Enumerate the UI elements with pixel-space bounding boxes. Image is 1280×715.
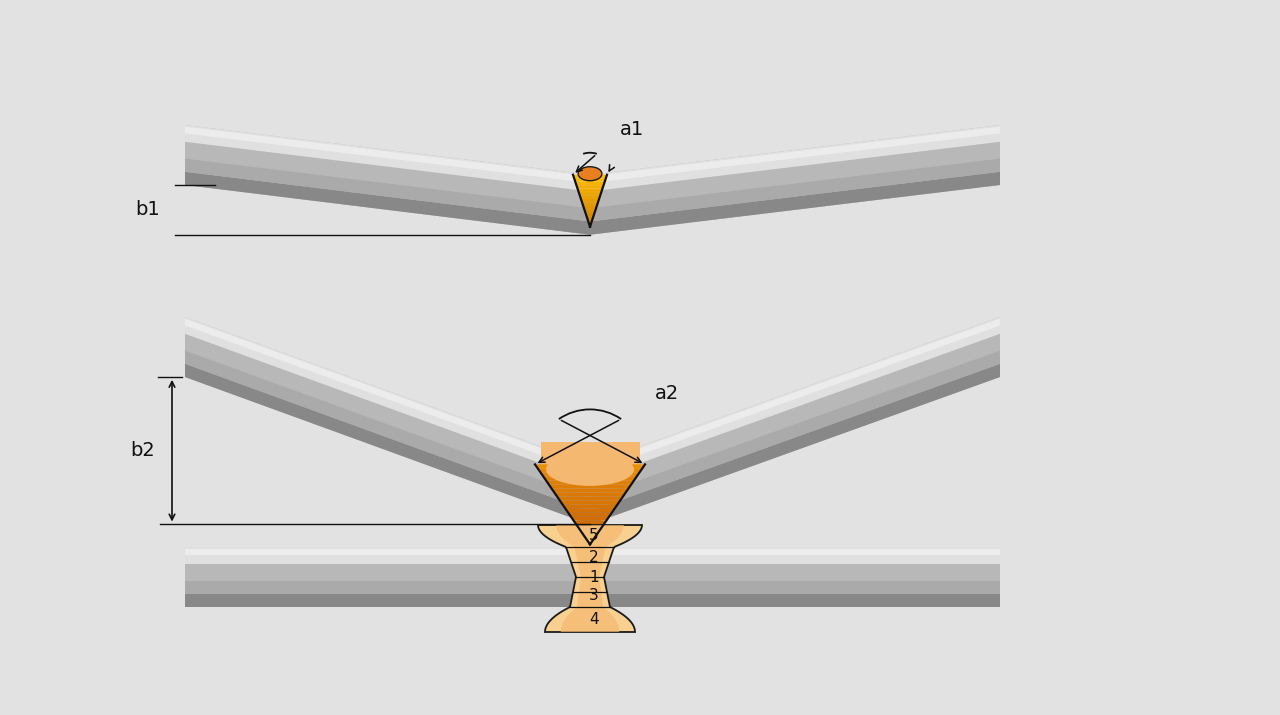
- Text: a2: a2: [655, 385, 680, 403]
- Polygon shape: [186, 581, 1000, 593]
- Polygon shape: [590, 317, 1000, 481]
- Text: b1: b1: [136, 200, 160, 220]
- Polygon shape: [186, 547, 1000, 607]
- Polygon shape: [590, 319, 1000, 473]
- Polygon shape: [590, 350, 1000, 511]
- Text: 2: 2: [589, 550, 599, 565]
- Polygon shape: [186, 125, 590, 192]
- Polygon shape: [585, 213, 594, 217]
- Polygon shape: [588, 541, 593, 544]
- Polygon shape: [186, 127, 590, 183]
- Text: a1: a1: [620, 119, 644, 139]
- Polygon shape: [186, 593, 1000, 607]
- Polygon shape: [581, 533, 598, 536]
- Polygon shape: [540, 443, 640, 470]
- Polygon shape: [186, 172, 590, 235]
- Polygon shape: [186, 125, 590, 235]
- Polygon shape: [575, 178, 605, 182]
- Polygon shape: [590, 125, 1000, 192]
- Polygon shape: [577, 189, 603, 192]
- Polygon shape: [590, 159, 1000, 222]
- Text: b2: b2: [131, 441, 155, 460]
- Polygon shape: [186, 159, 590, 222]
- Polygon shape: [549, 484, 631, 488]
- Polygon shape: [590, 317, 1000, 524]
- Polygon shape: [576, 185, 604, 189]
- Polygon shape: [584, 206, 596, 209]
- Polygon shape: [580, 195, 600, 199]
- Polygon shape: [186, 548, 1000, 556]
- Polygon shape: [186, 350, 590, 511]
- Polygon shape: [562, 504, 617, 508]
- Polygon shape: [552, 488, 628, 493]
- Polygon shape: [566, 508, 614, 513]
- Ellipse shape: [547, 453, 634, 486]
- Polygon shape: [186, 317, 590, 524]
- Text: 1: 1: [589, 570, 599, 584]
- Polygon shape: [588, 220, 593, 223]
- Polygon shape: [554, 493, 626, 496]
- Polygon shape: [589, 223, 591, 227]
- Polygon shape: [568, 513, 612, 516]
- Text: 3: 3: [589, 588, 599, 603]
- Polygon shape: [557, 525, 623, 632]
- Polygon shape: [581, 199, 599, 202]
- Polygon shape: [585, 536, 595, 541]
- Polygon shape: [590, 125, 1000, 235]
- Polygon shape: [186, 547, 1000, 564]
- Polygon shape: [585, 209, 595, 213]
- Polygon shape: [535, 465, 645, 468]
- Polygon shape: [540, 473, 640, 476]
- Polygon shape: [586, 217, 594, 220]
- Polygon shape: [575, 182, 604, 185]
- Polygon shape: [547, 480, 634, 484]
- Text: 4: 4: [589, 612, 599, 627]
- Polygon shape: [582, 202, 598, 206]
- Polygon shape: [590, 127, 1000, 183]
- Text: 5: 5: [589, 528, 599, 543]
- Polygon shape: [557, 496, 623, 500]
- Polygon shape: [538, 525, 643, 632]
- Polygon shape: [186, 317, 590, 481]
- Ellipse shape: [579, 167, 602, 181]
- Polygon shape: [590, 172, 1000, 235]
- Polygon shape: [573, 521, 607, 524]
- Polygon shape: [576, 524, 604, 528]
- Polygon shape: [579, 528, 602, 533]
- Polygon shape: [538, 468, 643, 473]
- Polygon shape: [186, 319, 590, 473]
- Polygon shape: [590, 364, 1000, 524]
- Polygon shape: [559, 500, 621, 504]
- Polygon shape: [579, 192, 602, 195]
- Polygon shape: [543, 476, 636, 480]
- Polygon shape: [186, 364, 590, 524]
- Polygon shape: [571, 516, 609, 521]
- Polygon shape: [573, 174, 607, 178]
